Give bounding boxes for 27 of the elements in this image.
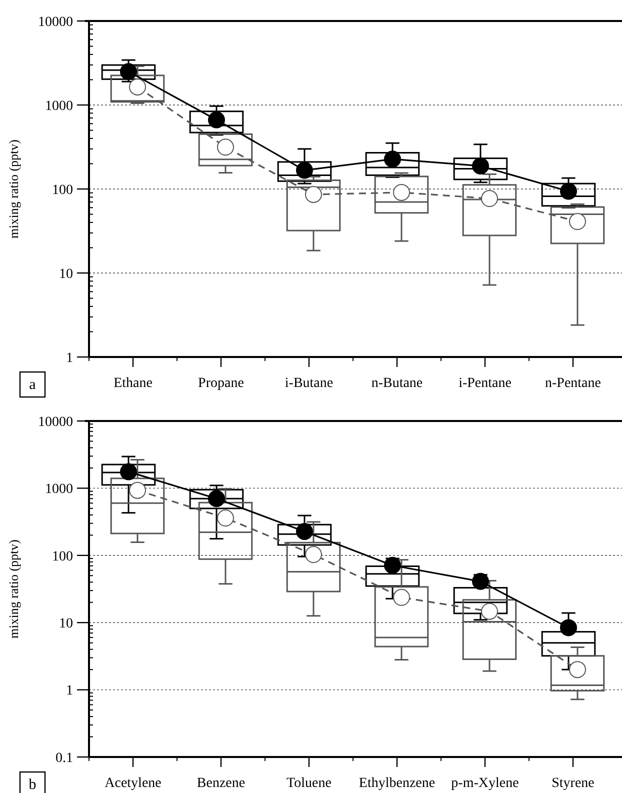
text: b [28, 777, 36, 793]
y-tick-label: 10000 [38, 14, 73, 30]
y-tick-label: 0.1 [56, 750, 73, 766]
text: a [29, 377, 36, 393]
x-tick-label: i-Pentane [458, 376, 512, 391]
x-tick-label: Benzene [196, 776, 246, 791]
y-axis-title: mixing ratio (pptv) [6, 540, 21, 638]
y-tick-label: 100 [52, 549, 73, 564]
y-tick-label: 1000 [45, 482, 73, 498]
x-tick-label: Toluene [286, 776, 332, 791]
x-tick-label: Acetylene [104, 776, 162, 791]
x-tick-label: Ethylbenzene [358, 776, 436, 791]
y-tick-label: 10 [59, 266, 73, 282]
y-tick-label: 1000 [45, 98, 73, 114]
x-tick-label: Ethane [114, 376, 152, 391]
x-tick-label: n-Butane [371, 376, 423, 391]
y-axis-title: mixing ratio (pptv) [6, 140, 21, 238]
y-tick-label: 10 [59, 616, 73, 632]
x-tick-label: Styrene [552, 776, 594, 791]
x-tick-label: p-m-Xylene [451, 776, 519, 791]
y-tick-label: 1 [66, 350, 73, 366]
y-tick-label: 1 [66, 684, 73, 699]
y-tick-label: 10000 [38, 414, 73, 430]
x-tick-label: i-Butane [284, 376, 334, 391]
x-tick-label: n-Pentane [545, 376, 601, 391]
x-tick-label: Propane [198, 376, 244, 391]
y-tick-label: 100 [52, 182, 73, 198]
